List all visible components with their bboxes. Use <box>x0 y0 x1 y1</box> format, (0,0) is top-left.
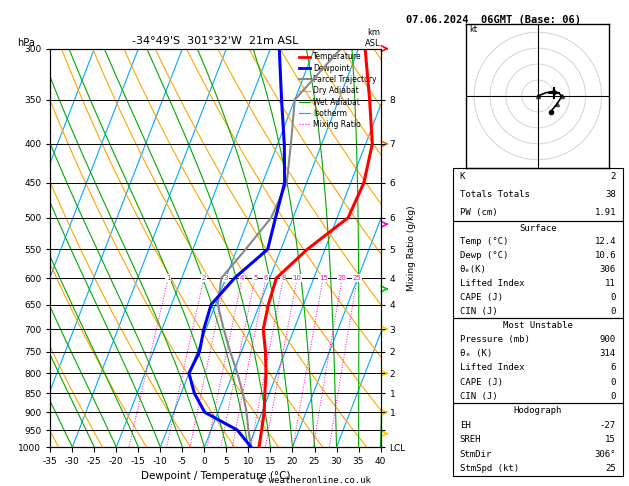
Text: Dewp (°C): Dewp (°C) <box>460 251 508 260</box>
Text: 1.91: 1.91 <box>594 208 616 217</box>
Text: 2: 2 <box>611 172 616 181</box>
Text: PW (cm): PW (cm) <box>460 208 498 217</box>
Text: K: K <box>460 172 465 181</box>
Text: Lifted Index: Lifted Index <box>460 364 524 372</box>
Text: StmDir: StmDir <box>460 450 492 459</box>
Text: CAPE (J): CAPE (J) <box>460 293 503 302</box>
Text: CIN (J): CIN (J) <box>460 307 498 316</box>
Title: -34°49'S  301°32'W  21m ASL: -34°49'S 301°32'W 21m ASL <box>132 36 299 47</box>
Text: 0: 0 <box>611 392 616 401</box>
Text: 25: 25 <box>605 465 616 473</box>
Text: 12.4: 12.4 <box>594 238 616 246</box>
X-axis label: Dewpoint / Temperature (°C): Dewpoint / Temperature (°C) <box>141 471 290 482</box>
Text: 8: 8 <box>281 275 286 281</box>
Text: 11: 11 <box>605 279 616 288</box>
Text: CAPE (J): CAPE (J) <box>460 378 503 387</box>
Text: 15: 15 <box>605 435 616 444</box>
Text: 15: 15 <box>319 275 328 281</box>
Text: θₑ (K): θₑ (K) <box>460 349 492 358</box>
Text: Hodograph: Hodograph <box>514 406 562 415</box>
Text: EH: EH <box>460 421 470 430</box>
Text: 314: 314 <box>600 349 616 358</box>
Text: 2: 2 <box>202 275 206 281</box>
Text: Mixing Ratio (g/kg): Mixing Ratio (g/kg) <box>408 205 416 291</box>
Text: 20: 20 <box>338 275 347 281</box>
Text: Surface: Surface <box>519 224 557 233</box>
Text: Lifted Index: Lifted Index <box>460 279 524 288</box>
Text: 0: 0 <box>611 378 616 387</box>
Text: 0: 0 <box>611 293 616 302</box>
Text: 0: 0 <box>611 307 616 316</box>
Text: km
ASL: km ASL <box>365 28 381 48</box>
Text: © weatheronline.co.uk: © weatheronline.co.uk <box>258 476 371 485</box>
Text: 07.06.2024  06GMT (Base: 06): 07.06.2024 06GMT (Base: 06) <box>406 15 581 25</box>
Text: 6: 6 <box>611 364 616 372</box>
Text: 306°: 306° <box>594 450 616 459</box>
Text: Most Unstable: Most Unstable <box>503 321 573 330</box>
Text: 1: 1 <box>166 275 170 281</box>
Text: CIN (J): CIN (J) <box>460 392 498 401</box>
Text: θₑ(K): θₑ(K) <box>460 265 487 274</box>
Text: 306: 306 <box>600 265 616 274</box>
Text: 10.6: 10.6 <box>594 251 616 260</box>
Text: hPa: hPa <box>18 38 35 48</box>
Text: kt: kt <box>469 25 477 35</box>
Text: 900: 900 <box>600 335 616 344</box>
Text: 6: 6 <box>264 275 268 281</box>
Text: SREH: SREH <box>460 435 481 444</box>
Text: 5: 5 <box>253 275 257 281</box>
Text: Pressure (mb): Pressure (mb) <box>460 335 530 344</box>
Text: 10: 10 <box>292 275 302 281</box>
Text: 4: 4 <box>240 275 245 281</box>
Legend: Temperature, Dewpoint, Parcel Trajectory, Dry Adiabat, Wet Adiabat, Isotherm, Mi: Temperature, Dewpoint, Parcel Trajectory… <box>296 50 380 132</box>
Text: 3: 3 <box>224 275 228 281</box>
Text: Temp (°C): Temp (°C) <box>460 238 508 246</box>
Text: Totals Totals: Totals Totals <box>460 190 530 199</box>
Text: 25: 25 <box>353 275 362 281</box>
Text: StmSpd (kt): StmSpd (kt) <box>460 465 519 473</box>
Text: 38: 38 <box>605 190 616 199</box>
Text: -27: -27 <box>600 421 616 430</box>
